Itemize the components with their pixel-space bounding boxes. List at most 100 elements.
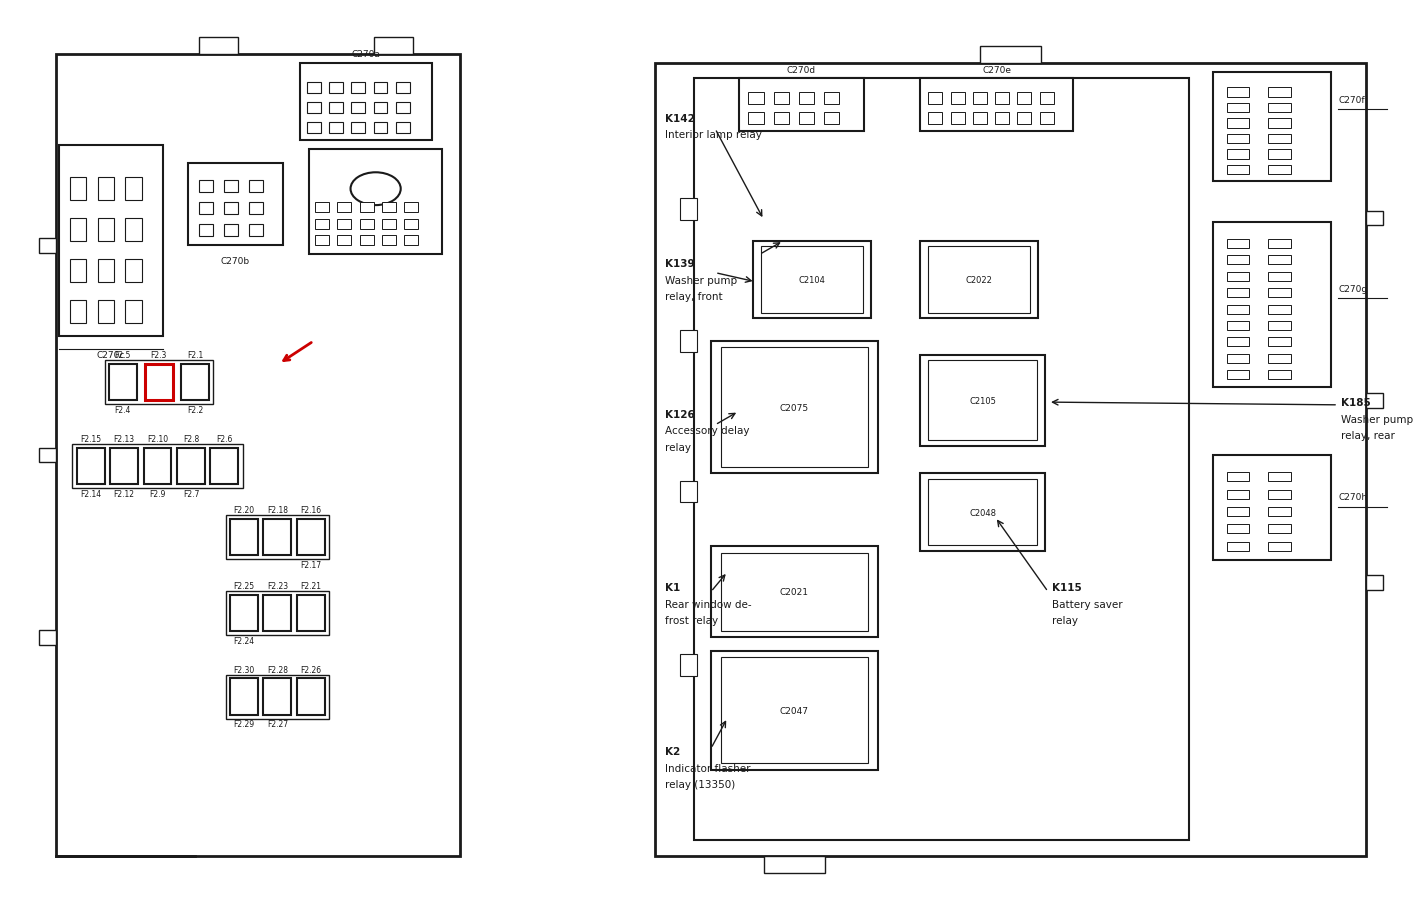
Bar — [404, 203, 419, 213]
Bar — [749, 113, 763, 125]
Bar — [125, 260, 142, 282]
Bar — [1226, 490, 1249, 499]
Bar — [1226, 88, 1249, 97]
Bar — [693, 79, 1189, 840]
Text: F2.25: F2.25 — [234, 581, 255, 590]
Bar — [1269, 354, 1290, 363]
Bar — [306, 83, 320, 94]
Bar — [951, 113, 964, 125]
Text: F2.30: F2.30 — [234, 665, 255, 674]
Bar — [296, 679, 325, 715]
Text: K142: K142 — [665, 114, 695, 123]
Bar — [56, 55, 460, 856]
Text: C270c: C270c — [97, 351, 125, 360]
Bar — [296, 595, 325, 631]
Text: C270g: C270g — [1339, 284, 1367, 293]
Bar — [928, 361, 1037, 441]
Bar — [928, 247, 1030, 313]
Bar — [226, 591, 329, 635]
Bar — [1226, 166, 1249, 175]
Bar — [360, 203, 373, 213]
Text: C270e: C270e — [983, 66, 1011, 75]
Text: F2.29: F2.29 — [234, 720, 255, 729]
Bar — [315, 220, 329, 230]
Text: relay, front: relay, front — [665, 292, 722, 302]
Bar — [721, 348, 869, 467]
Bar — [309, 150, 441, 255]
Bar — [110, 448, 138, 485]
Text: F2.8: F2.8 — [182, 435, 199, 444]
Text: frost relay: frost relay — [665, 616, 718, 625]
Bar — [373, 103, 387, 114]
Bar — [177, 448, 205, 485]
Bar — [1269, 542, 1290, 551]
Bar — [337, 220, 352, 230]
Text: C2047: C2047 — [780, 706, 809, 715]
Bar — [763, 856, 824, 873]
Text: F2.10: F2.10 — [147, 435, 168, 444]
Text: Washer pump: Washer pump — [665, 276, 738, 285]
Bar — [823, 113, 839, 125]
Bar — [681, 331, 696, 353]
Bar — [681, 199, 696, 220]
Bar — [225, 225, 238, 237]
Bar — [721, 658, 869, 763]
Bar — [920, 79, 1074, 132]
Bar — [125, 178, 142, 200]
Text: Battery saver: Battery saver — [1052, 599, 1124, 609]
Bar — [1269, 104, 1290, 113]
Bar — [188, 164, 283, 246]
Bar — [1226, 289, 1249, 298]
Text: Rear window de-: Rear window de- — [665, 599, 752, 609]
Bar — [1226, 256, 1249, 265]
Bar — [263, 679, 292, 715]
Bar — [928, 479, 1037, 546]
Bar — [1269, 289, 1290, 298]
Text: F2.14: F2.14 — [80, 489, 101, 498]
Text: F2.17: F2.17 — [300, 560, 322, 569]
Bar — [1226, 322, 1249, 331]
Bar — [1366, 211, 1383, 226]
Bar — [1213, 223, 1331, 387]
Bar — [108, 364, 137, 401]
Text: F2.21: F2.21 — [300, 581, 322, 590]
Bar — [1269, 119, 1290, 128]
Bar — [145, 364, 172, 401]
Text: C2022: C2022 — [965, 276, 993, 284]
Text: Interior lamp relay: Interior lamp relay — [665, 130, 762, 139]
Bar — [995, 93, 1010, 105]
Bar — [70, 260, 87, 282]
Text: F2.16: F2.16 — [300, 506, 322, 515]
Bar — [73, 445, 242, 488]
Bar — [1269, 473, 1290, 482]
Bar — [38, 448, 56, 463]
Text: F2.26: F2.26 — [300, 665, 322, 674]
Bar — [1269, 88, 1290, 97]
Text: F2.23: F2.23 — [266, 581, 288, 590]
Bar — [315, 203, 329, 213]
Bar — [38, 239, 56, 253]
Bar — [973, 93, 987, 105]
Text: C2075: C2075 — [780, 404, 809, 412]
Bar — [1269, 240, 1290, 249]
Bar — [231, 679, 258, 715]
Bar — [144, 448, 171, 485]
Bar — [337, 203, 352, 213]
Bar — [1226, 354, 1249, 363]
Text: C2048: C2048 — [970, 508, 997, 517]
Text: Indicator flasher: Indicator flasher — [665, 763, 750, 773]
Bar — [1366, 576, 1383, 590]
Text: F2.6: F2.6 — [216, 435, 232, 444]
Bar — [296, 519, 325, 556]
Bar — [315, 236, 329, 246]
Bar — [231, 519, 258, 556]
Bar — [1269, 371, 1290, 380]
Bar — [721, 553, 869, 631]
Bar — [211, 448, 238, 485]
Text: F2.13: F2.13 — [114, 435, 135, 444]
Bar — [928, 93, 943, 105]
Bar — [329, 103, 343, 114]
Text: F2.12: F2.12 — [114, 489, 134, 498]
Bar — [681, 481, 696, 503]
Bar — [396, 83, 410, 94]
